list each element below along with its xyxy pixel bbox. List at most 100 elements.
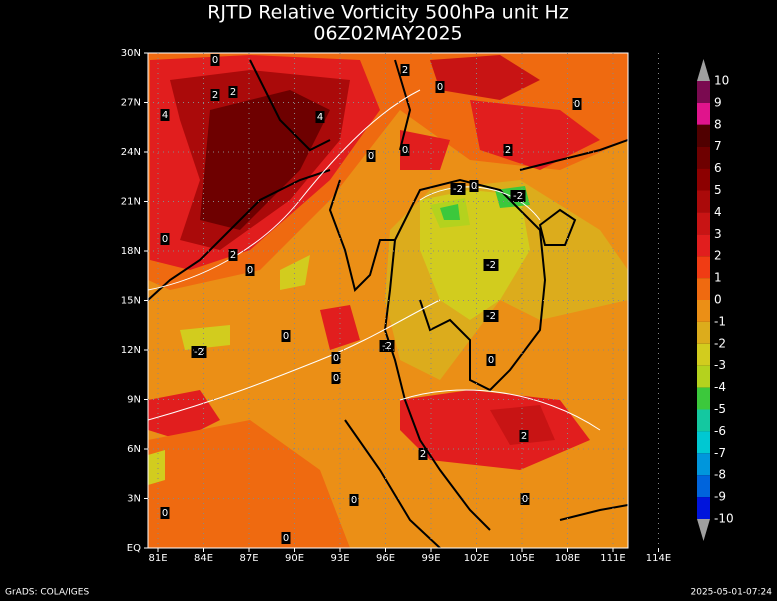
lat-label: 21N	[121, 197, 141, 208]
colorbar-segment	[697, 497, 710, 519]
contour-label-box	[418, 448, 428, 460]
lat-label: EQ	[127, 543, 141, 554]
footer-left: GrADS: COLA/IGES	[5, 588, 89, 598]
contour-label-box	[191, 346, 207, 358]
contour-label-box	[450, 183, 466, 195]
contour-label: 0	[402, 145, 408, 156]
lon-label: 93E	[330, 553, 349, 564]
lat-label: 18N	[121, 246, 141, 257]
contour-label-box	[400, 144, 410, 156]
contour-label-box	[315, 111, 325, 123]
contour-label: 0	[162, 508, 168, 519]
contour-label: 2	[402, 65, 408, 76]
contour-label-box	[331, 352, 341, 364]
contour-label-box	[483, 310, 499, 322]
contour-label-box	[520, 493, 530, 505]
contour-label: 0	[333, 353, 339, 364]
colorbar-label: 6	[714, 161, 722, 175]
contour-label: 0	[283, 533, 289, 544]
colorbar-label: -4	[714, 380, 726, 394]
lon-label: 111E	[600, 553, 625, 564]
colorbar-segment	[697, 475, 710, 498]
contour-label: 4	[317, 112, 323, 123]
colorbar-segment	[697, 343, 710, 366]
colorbar-label: 5	[714, 183, 722, 197]
contour-label: 2	[505, 145, 511, 156]
colorbar-segment	[697, 212, 710, 235]
contour-label-box	[281, 330, 291, 342]
colorbar-label: 1	[714, 271, 722, 285]
contour-label-box	[483, 259, 499, 271]
lat-label: 3N	[127, 494, 141, 505]
contour-label: 2	[521, 431, 527, 442]
colorbar-bottom-arrow	[697, 519, 710, 541]
lon-label: 81E	[148, 553, 167, 564]
colorbar-segment	[697, 387, 710, 410]
colorbar-segment	[697, 102, 710, 125]
contour-label: -2	[194, 347, 204, 358]
contour-label: 0	[368, 151, 374, 162]
contour-label-box	[572, 98, 582, 110]
contour-label: -2	[382, 341, 392, 352]
lon-label: 84E	[194, 553, 213, 564]
lat-label: 30N	[121, 48, 141, 59]
colorbar-label: 4	[714, 205, 722, 219]
colorbar-segment	[697, 146, 710, 169]
lon-label: 108E	[555, 553, 580, 564]
contour-label-box	[379, 340, 395, 352]
contour-label: 0	[471, 181, 477, 192]
colorbar-segment	[697, 321, 710, 344]
lon-label: 105E	[509, 553, 534, 564]
colorbar-label: 0	[714, 293, 722, 307]
colorbar-label: -8	[714, 468, 726, 482]
contour-label-box	[210, 89, 220, 101]
lon-label: 87E	[239, 553, 258, 564]
colorbar-segment	[697, 431, 710, 454]
contour-label-box	[228, 249, 238, 261]
colorbar-label: 10	[714, 74, 729, 88]
lat-label: 24N	[121, 147, 141, 158]
contour-label: 2	[420, 449, 426, 460]
contour-label: 0	[212, 55, 218, 66]
colorbar-label: -3	[714, 358, 726, 372]
contour-label: 0	[333, 373, 339, 384]
colorbar-segment	[697, 365, 710, 388]
contour-label: -2	[453, 184, 463, 195]
contour-label-box	[366, 150, 376, 162]
colorbar-segment	[697, 256, 710, 279]
contour-label: 4	[162, 110, 168, 121]
colorbar-label: -9	[714, 490, 726, 504]
colorbar-segment	[697, 234, 710, 257]
contour-label-box	[331, 372, 341, 384]
colorbar-label: 2	[714, 249, 722, 263]
lat-label: 6N	[127, 444, 141, 455]
contour-label: 0	[351, 495, 357, 506]
contour-label: 0	[574, 99, 580, 110]
lon-label: 99E	[421, 553, 440, 564]
colorbar-segment	[697, 190, 710, 213]
lat-label: 15N	[121, 296, 141, 307]
colorbar-segment	[697, 278, 710, 300]
contour-label-box	[519, 430, 529, 442]
colorbar-label: -6	[714, 424, 726, 438]
contour-label-box	[469, 180, 479, 192]
colorbar-label: 9	[714, 95, 722, 109]
contour-label-box	[245, 264, 255, 276]
contour-label: -2	[486, 260, 496, 271]
lon-label: 96E	[376, 553, 395, 564]
contour-label-box	[435, 81, 445, 93]
colorbar-label: 8	[714, 117, 722, 131]
contour-label: -2	[486, 311, 496, 322]
lon-label: 114E	[646, 553, 671, 564]
colorbar-label: -5	[714, 402, 726, 416]
contour-label: 0	[247, 265, 253, 276]
contour-label: 2	[212, 90, 218, 101]
lat-label: 9N	[127, 395, 141, 406]
contour-label: 2	[230, 87, 236, 98]
colorbar-top-arrow	[697, 59, 710, 81]
colorbar-segment	[697, 81, 710, 103]
contour-label: 0	[437, 82, 443, 93]
subtitle: 06Z02MAY2025	[313, 23, 462, 45]
contour-label-box	[281, 532, 291, 544]
